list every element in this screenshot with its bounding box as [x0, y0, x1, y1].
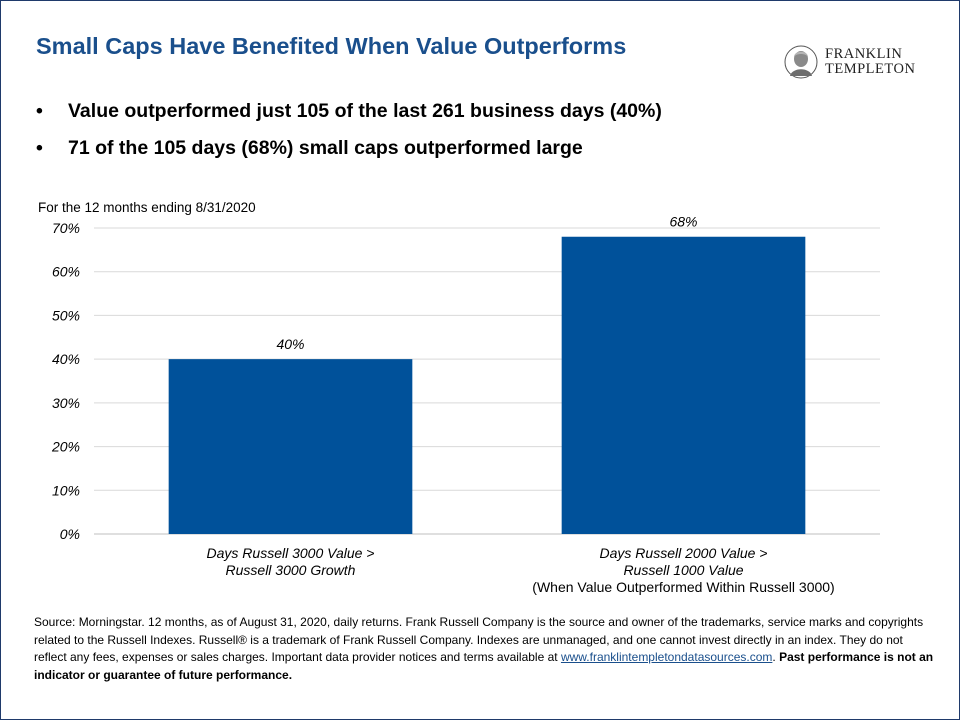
y-tick-label: 30% — [52, 395, 80, 411]
category-label: Russell 3000 Growth — [226, 562, 356, 578]
chart-subtitle: For the 12 months ending 8/31/2020 — [38, 200, 256, 215]
footnote-after-link: . — [772, 650, 780, 664]
bar-data-label: 40% — [276, 336, 304, 352]
data-sources-link[interactable]: www.franklintempletondatasources.com — [560, 650, 773, 664]
bullet-text: 71 of the 105 days (68%) small caps outp… — [68, 137, 583, 159]
bullet-item: • Value outperformed just 105 of the last… — [36, 100, 662, 122]
y-tick-label: 50% — [52, 307, 80, 323]
performance-disclaimer: Past performance is not an indicator or … — [34, 650, 934, 682]
bullet-list: • Value outperformed just 105 of the last… — [36, 97, 662, 171]
logo-line-2: TEMPLETON — [825, 61, 916, 77]
y-tick-label: 40% — [52, 351, 80, 367]
y-tick-label: 20% — [51, 439, 80, 455]
category-label: (When Value Outperformed Within Russell … — [532, 579, 834, 595]
y-tick-label: 10% — [52, 482, 80, 498]
bullet-item: • 71 of the 105 days (68%) small caps out… — [36, 137, 583, 159]
logo-line-1: FRANKLIN — [825, 46, 903, 62]
y-tick-label: 60% — [52, 264, 80, 280]
slide-title: Small Caps Have Benefited When Value Out… — [36, 33, 627, 59]
bar — [168, 359, 413, 534]
y-tick-label: 0% — [60, 526, 80, 542]
footnote-text: Source: Morningstar. 12 months, as of Au… — [34, 615, 924, 664]
bar-chart: 0% 10% 20% 30% 40% 50% 60% 70% 40% Days Russell 3… — [51, 214, 880, 595]
franklin-templeton-logo: FRANKLIN TEMPLETON — [784, 45, 934, 81]
source-footnote: Source: Morningstar. 12 months, as of Au… — [34, 614, 934, 684]
bar-data-label: 68% — [669, 214, 697, 230]
category-label: Russell 1000 Value — [623, 562, 743, 578]
logo-wordmark: FRANKLIN TEMPLETON — [825, 47, 915, 77]
category-label: Days Russell 3000 Value > — [207, 545, 375, 561]
category-label: Days Russell 2000 Value > — [600, 545, 768, 561]
bar — [561, 236, 806, 534]
franklin-portrait-icon — [784, 45, 818, 79]
bullet-text: Value outperformed just 105 of the last … — [68, 100, 662, 122]
y-tick-label: 70% — [52, 220, 80, 236]
